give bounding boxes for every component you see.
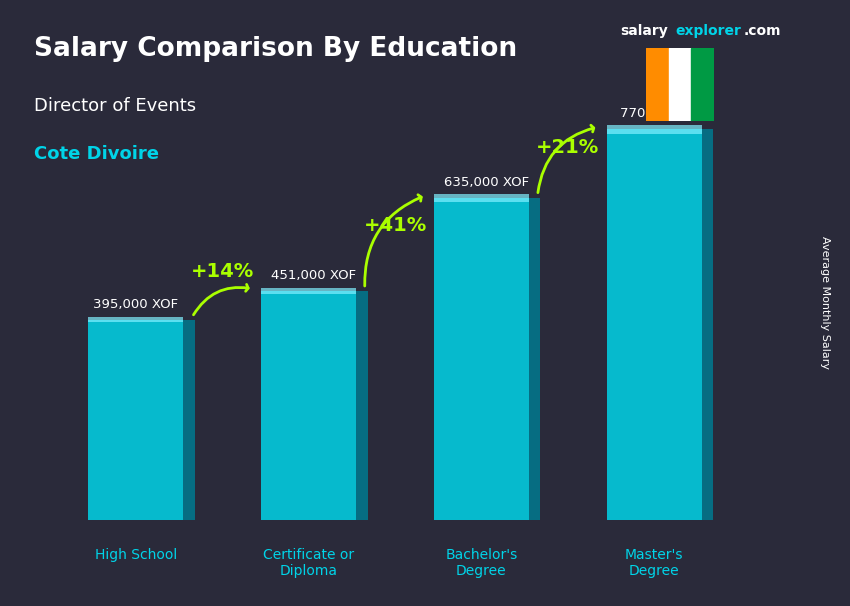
Text: Salary Comparison By Education: Salary Comparison By Education xyxy=(34,36,517,62)
Text: Master's
Degree: Master's Degree xyxy=(625,548,683,578)
Text: Cote Divoire: Cote Divoire xyxy=(34,145,159,164)
Text: explorer: explorer xyxy=(676,24,741,38)
Text: .com: .com xyxy=(744,24,781,38)
Bar xyxy=(607,130,701,520)
Bar xyxy=(184,320,195,520)
Text: 635,000 XOF: 635,000 XOF xyxy=(444,176,530,189)
Bar xyxy=(88,320,184,520)
Bar xyxy=(434,198,529,520)
Bar xyxy=(691,48,714,121)
Bar xyxy=(607,125,701,135)
Text: 395,000 XOF: 395,000 XOF xyxy=(94,298,178,311)
Bar xyxy=(669,48,691,121)
Text: +41%: +41% xyxy=(364,216,427,235)
Text: 451,000 XOF: 451,000 XOF xyxy=(271,269,356,282)
Text: Average Monthly Salary: Average Monthly Salary xyxy=(819,236,830,370)
Text: +21%: +21% xyxy=(536,138,599,157)
Text: Certificate or
Diploma: Certificate or Diploma xyxy=(264,548,354,578)
Bar xyxy=(88,317,184,322)
Text: Bachelor's
Degree: Bachelor's Degree xyxy=(445,548,518,578)
Text: 770,000 XOF: 770,000 XOF xyxy=(620,107,706,121)
Bar xyxy=(646,48,669,121)
Bar xyxy=(434,194,529,202)
Bar xyxy=(701,130,713,520)
Bar xyxy=(261,291,356,520)
Text: Director of Events: Director of Events xyxy=(34,97,196,115)
Text: +14%: +14% xyxy=(190,262,254,281)
Text: salary: salary xyxy=(620,24,668,38)
Bar xyxy=(529,198,541,520)
Bar xyxy=(356,291,367,520)
Text: High School: High School xyxy=(95,548,177,562)
Bar xyxy=(261,288,356,294)
